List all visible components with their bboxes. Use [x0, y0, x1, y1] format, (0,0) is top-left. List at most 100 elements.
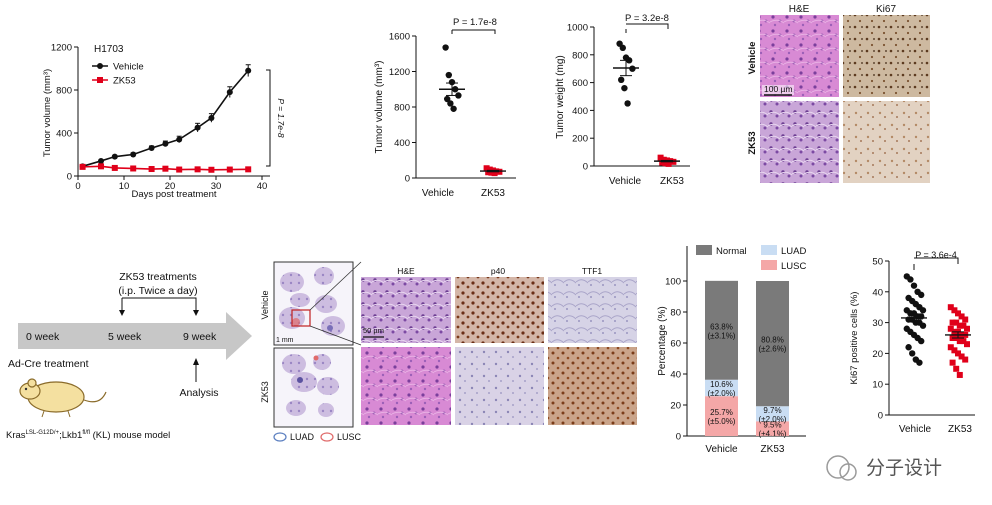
- panel-c-ytick-label: 400: [572, 106, 588, 117]
- panel-c-cat-zk53: ZK53: [660, 176, 684, 187]
- panel-b-point-vehicle: [444, 95, 451, 103]
- point-zk53: [148, 166, 155, 173]
- panel-e-col-he: H&E: [397, 266, 415, 276]
- panel-d-row-zk53: ZK53: [747, 131, 758, 154]
- point-zk53: [98, 163, 104, 170]
- treatment-arrowhead-5w: [119, 310, 125, 316]
- image-p40-vehicle-lung: [455, 277, 544, 343]
- panel-c-ytick-label: 800: [572, 50, 588, 61]
- panel-b-ytick-label: 1600: [389, 32, 410, 43]
- panel-g-ytick-label: 20: [872, 349, 883, 360]
- bar-sd-luad: (±2.0%): [759, 415, 787, 424]
- panel-e-legend: LUAD LUSC: [273, 432, 362, 442]
- panel-g-point-vehicle: [919, 307, 927, 314]
- legend-normal-swatch: [696, 245, 712, 255]
- image-he-zk53: [760, 101, 839, 183]
- point-zk53: [176, 166, 183, 173]
- image-he-vehicle: [760, 15, 839, 97]
- panel-e-scale-1mm: 1 mm: [276, 337, 294, 344]
- panel-f-ytick-label: 20: [670, 401, 681, 412]
- panel-b-ytick-label: 0: [405, 174, 410, 185]
- panel-g-point-zk53: [949, 319, 956, 326]
- bar-segment-normal: [705, 280, 738, 380]
- panel-e-col-p40: p40: [491, 266, 505, 276]
- panel-b-ylabel: Tumor volume (mm³): [374, 61, 385, 154]
- bar-sd-normal: (±2.6%): [759, 345, 787, 354]
- panel-a-significance-bracket: [266, 69, 271, 167]
- point-vehicle: [194, 124, 201, 131]
- legend-zk53-marker: [97, 77, 103, 83]
- point-vehicle: [162, 140, 169, 147]
- zoom-line-bottom: [309, 325, 362, 346]
- bar-segment-lusc: [705, 396, 738, 436]
- panel-e-col-ttf1: TTF1: [582, 266, 603, 276]
- panel-g-pvalue: P = 3.6e-4: [915, 250, 957, 260]
- panel-g-point-vehicle: [907, 276, 914, 283]
- panel-c-point-zk53: [659, 159, 666, 166]
- panel-f-category-label: Vehicle: [705, 444, 738, 455]
- panel-a-xtick-label: 0: [75, 181, 80, 192]
- panel-g-point-zk53: [964, 325, 970, 332]
- bar-segment-lusc: [756, 421, 789, 436]
- panel-g-point-zk53: [951, 307, 958, 314]
- panel-c-ytick-label: 1000: [567, 23, 588, 34]
- panel-f-legend-normal: Normal: [716, 246, 747, 257]
- legend-zk53-label: ZK53: [113, 76, 136, 87]
- bar-value-lusc: 25.7%: [710, 408, 733, 417]
- panel-f-legend-lusc: LUSC: [781, 261, 806, 272]
- image-ki67-vehicle: [843, 15, 930, 97]
- panel-c-pvalue: P = 3.2e-8: [625, 13, 669, 24]
- bar-segment-luad: [705, 379, 738, 397]
- point-zk53: [130, 165, 137, 172]
- lung-lobes-vehicle: [279, 267, 345, 336]
- panel-d-col-ki67: Ki67: [876, 4, 896, 15]
- panel-g-point-zk53: [960, 322, 967, 329]
- panel-g-point-zk53: [956, 371, 963, 378]
- panel-g-point-zk53: [953, 365, 960, 372]
- panel-e-legend-lusc: LUSC: [337, 432, 362, 442]
- timeline-adcre: Ad-Cre treatment: [8, 358, 89, 370]
- panel-c-point-vehicle: [618, 76, 625, 84]
- point-zk53: [79, 163, 86, 170]
- timeline-week-9: 9 week: [183, 331, 217, 343]
- panel-g-point-vehicle: [918, 291, 925, 299]
- treatment-bracket: [121, 297, 197, 313]
- panel-g-point-zk53: [956, 338, 963, 345]
- panel-g-point-vehicle: [919, 322, 927, 329]
- panel-c-ytick-label: 0: [583, 162, 588, 173]
- panel-b-point-zk53: [483, 165, 490, 172]
- panel-d-col-he: H&E: [789, 4, 810, 15]
- timeline-treatment-title: ZK53 treatments: [119, 271, 197, 283]
- panel-f-legend-luad: LUAD: [781, 246, 806, 257]
- panel-c-bracket: [625, 23, 669, 33]
- point-zk53: [226, 166, 233, 173]
- panel-b-cat-vehicle: Vehicle: [422, 188, 455, 199]
- bar-sd-lusc: (±4.1%): [759, 430, 787, 439]
- bar-value-luad: 9.7%: [763, 406, 781, 415]
- panel-g-ytick-label: 50: [872, 257, 883, 268]
- panel-g-ytick-label: 30: [872, 318, 883, 329]
- point-vehicle: [130, 151, 137, 158]
- panel-f-legend: Normal LUAD LUSC: [696, 245, 806, 272]
- panel-a-ytick-label: 1200: [51, 43, 72, 54]
- treatment-arrowhead-9w: [193, 310, 199, 316]
- image-he-vehicle-lung: [361, 277, 451, 343]
- panel-g-point-vehicle: [910, 282, 918, 289]
- panel-g-ki67-chart: 0 10 20 30 40 50 P = 3.6e-4 Vehicle ZK53 Ki67…: [849, 250, 975, 435]
- bar-value-normal: 80.8%: [761, 336, 784, 345]
- timeline-schematic: 0 week 5 week 9 week ZK53 treatments (i.…: [6, 271, 252, 441]
- panel-b-point-vehicle: [442, 44, 449, 51]
- panel-a-ytick-label: 400: [56, 129, 72, 140]
- panel-b-point-vehicle: [445, 71, 452, 79]
- panel-c-point-vehicle: [619, 44, 626, 52]
- bar-value-normal: 63.8%: [710, 322, 733, 331]
- timeline-analysis: Analysis: [179, 387, 218, 399]
- panel-g-point-zk53: [964, 341, 970, 348]
- panel-g-point-zk53: [955, 310, 961, 317]
- panel-e-lung-histology: Vehicle ZK53 1 mm H&E p40: [260, 261, 637, 442]
- panel-a-pvalue: P = 1.7e-8: [276, 98, 286, 137]
- panel-a-xtick-label: 40: [257, 181, 268, 192]
- timeline-week-0: 0 week: [26, 331, 60, 343]
- image-ttf1-zk53-lung: [548, 347, 637, 425]
